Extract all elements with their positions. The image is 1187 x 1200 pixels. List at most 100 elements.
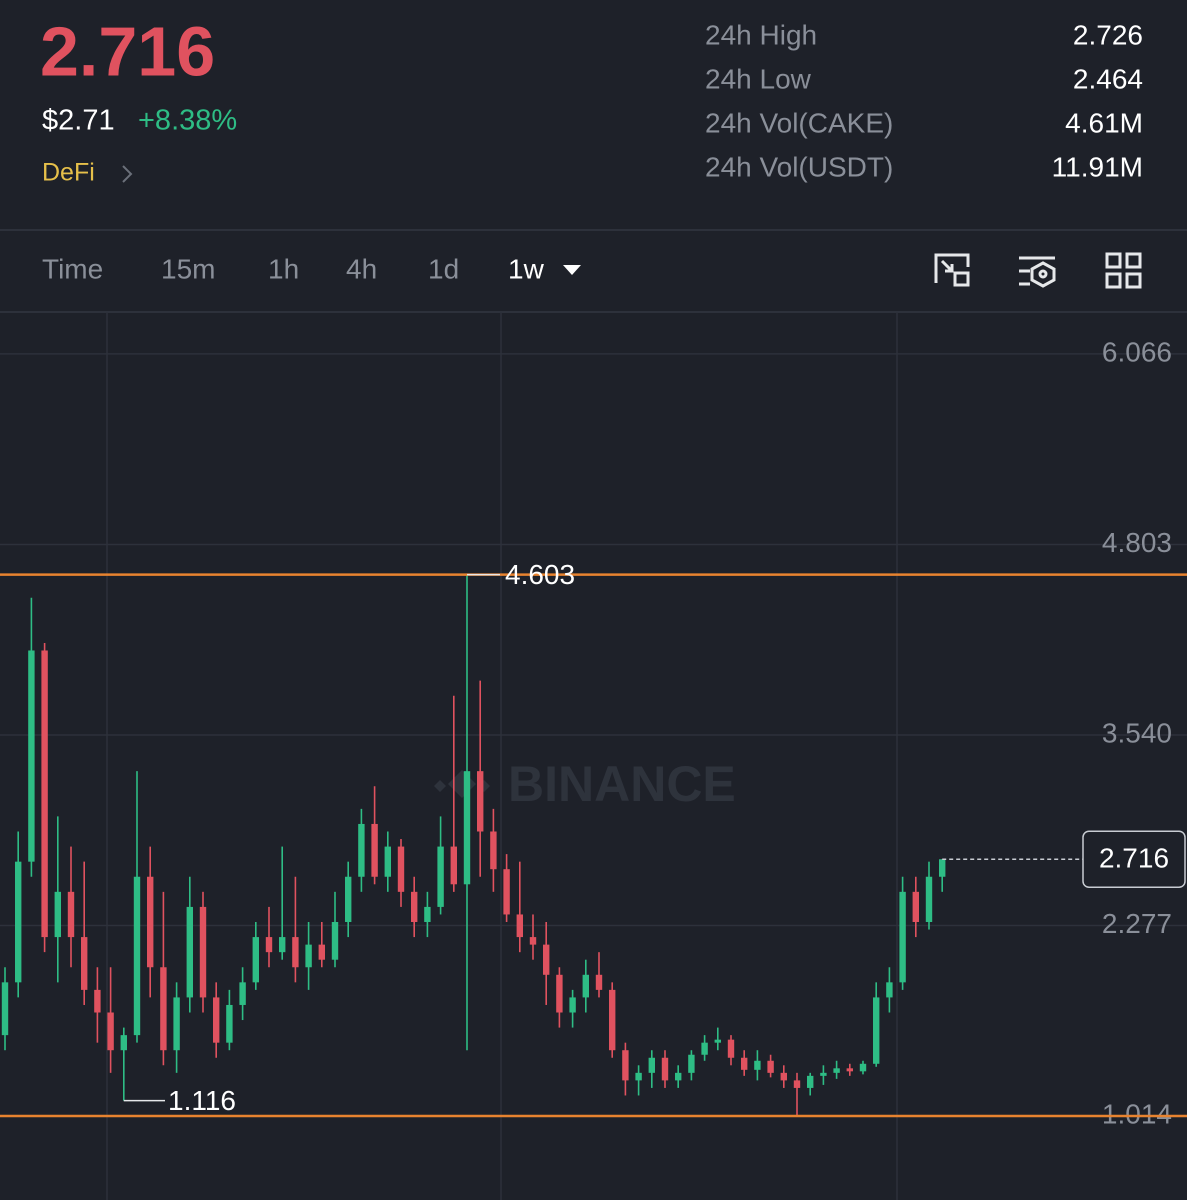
candle-body xyxy=(635,1072,642,1081)
candle-body xyxy=(226,1004,233,1043)
candle-body xyxy=(160,967,167,1051)
candle-body xyxy=(239,982,246,1005)
interval-tab[interactable]: 1h xyxy=(268,253,299,284)
candle-body xyxy=(147,876,154,968)
candle-body xyxy=(793,1080,801,1088)
candle-body xyxy=(28,650,35,862)
candle-body xyxy=(54,891,61,938)
candle-body xyxy=(305,944,312,968)
interval-tabs: Time 15m 1h 4h 1d 1w xyxy=(42,253,545,284)
candle-body xyxy=(107,1012,114,1051)
candle-body xyxy=(477,771,484,832)
candle-body xyxy=(859,1063,867,1072)
current-price-box xyxy=(1082,830,1186,889)
candle-body xyxy=(780,1072,787,1081)
candle-body xyxy=(120,1035,127,1051)
candle-body xyxy=(661,1057,669,1081)
interval-tab[interactable]: 1d xyxy=(428,253,459,284)
candle-body xyxy=(279,937,286,953)
layout-icon[interactable] xyxy=(1105,252,1142,289)
plot: 4.603 1.116 2.716 xyxy=(0,559,1187,1118)
stat-label: 24h High xyxy=(705,19,817,50)
candle-body xyxy=(384,846,391,877)
candle-body xyxy=(292,937,299,968)
candle-body xyxy=(820,1072,827,1076)
candle-body xyxy=(424,906,431,923)
candle-body xyxy=(81,937,88,990)
stat-value: 2.726 xyxy=(1073,19,1143,50)
candle-body xyxy=(133,876,141,1036)
candle-body xyxy=(741,1057,748,1070)
candle-body xyxy=(331,922,339,960)
stat-value: 2.464 xyxy=(1073,63,1143,94)
interval-tab[interactable]: 4h xyxy=(346,253,377,284)
candle-body xyxy=(727,1039,735,1058)
candle-body xyxy=(503,869,510,915)
candle-body xyxy=(94,989,101,1013)
category-tag[interactable]: DeFi xyxy=(42,159,95,187)
watermark: BINANCE xyxy=(434,756,736,812)
interval-tab[interactable]: 1w xyxy=(508,253,545,284)
candle-body xyxy=(846,1068,853,1072)
candle-body xyxy=(252,937,259,983)
stats: 24h High 2.726 24h Low 2.464 24h Vol(CAKE) 4.… xyxy=(705,19,1143,182)
candle-body xyxy=(345,876,352,923)
candle-body xyxy=(450,846,457,885)
candle-body xyxy=(873,997,880,1064)
candle-body xyxy=(939,859,946,877)
chevron-icon xyxy=(122,165,133,183)
candle-body xyxy=(912,891,919,923)
watermark-logo xyxy=(434,770,490,798)
candle-body xyxy=(648,1057,655,1073)
candle-body xyxy=(714,1039,721,1043)
interval-tab[interactable]: Time xyxy=(42,253,103,284)
stat-value: 11.91M xyxy=(1052,151,1143,182)
candle-body xyxy=(411,891,418,923)
y-tick-label: 2.277 xyxy=(1102,908,1172,939)
candle-body xyxy=(688,1054,695,1073)
high-label: 4.603 xyxy=(505,559,575,590)
stat-label: 24h Vol(USDT) xyxy=(705,151,893,182)
y-tick-label: 4.803 xyxy=(1102,527,1172,558)
candle-body xyxy=(490,831,497,870)
candle-body xyxy=(569,997,576,1013)
toolbar-icons xyxy=(934,252,1142,289)
candle-body xyxy=(833,1068,840,1073)
settings-icon[interactable] xyxy=(1019,256,1056,288)
stat-label: 24h Vol(CAKE) xyxy=(705,107,893,138)
vertical-grid xyxy=(106,312,898,1200)
watermark-text: BINANCE xyxy=(508,756,736,812)
current-price-label: 2.716 xyxy=(1099,843,1169,874)
candle-body xyxy=(397,846,405,892)
last-price: 2.716 xyxy=(40,12,215,90)
low-label: 1.116 xyxy=(168,1085,236,1116)
price-change: +8.38% xyxy=(138,105,237,137)
candle-body xyxy=(516,914,523,938)
candle-body xyxy=(754,1060,761,1070)
candle-body xyxy=(1,982,9,1036)
candle-body xyxy=(173,997,180,1051)
candle-body xyxy=(899,891,906,983)
candle-body xyxy=(582,974,589,998)
y-tick-label: 3.540 xyxy=(1102,717,1172,748)
candle-body xyxy=(265,937,273,953)
candle-body xyxy=(701,1042,708,1055)
candle-body xyxy=(41,650,48,938)
fullscreen-icon[interactable] xyxy=(934,253,970,287)
candle-body xyxy=(886,982,893,998)
candle-body xyxy=(371,823,378,877)
candle-body xyxy=(609,989,616,1051)
candle-body xyxy=(595,974,603,990)
candle-body xyxy=(15,861,22,983)
candle-body xyxy=(186,906,193,998)
candle-body xyxy=(437,846,444,907)
candle-body xyxy=(925,876,933,923)
dropdown-icon[interactable] xyxy=(563,265,581,275)
candle-body xyxy=(529,937,537,945)
price-usd: $2.71 xyxy=(42,105,115,137)
y-tick-label: 6.066 xyxy=(1102,336,1172,367)
interval-tab[interactable]: 15m xyxy=(161,253,215,284)
stat-value: 4.61M xyxy=(1065,107,1143,138)
